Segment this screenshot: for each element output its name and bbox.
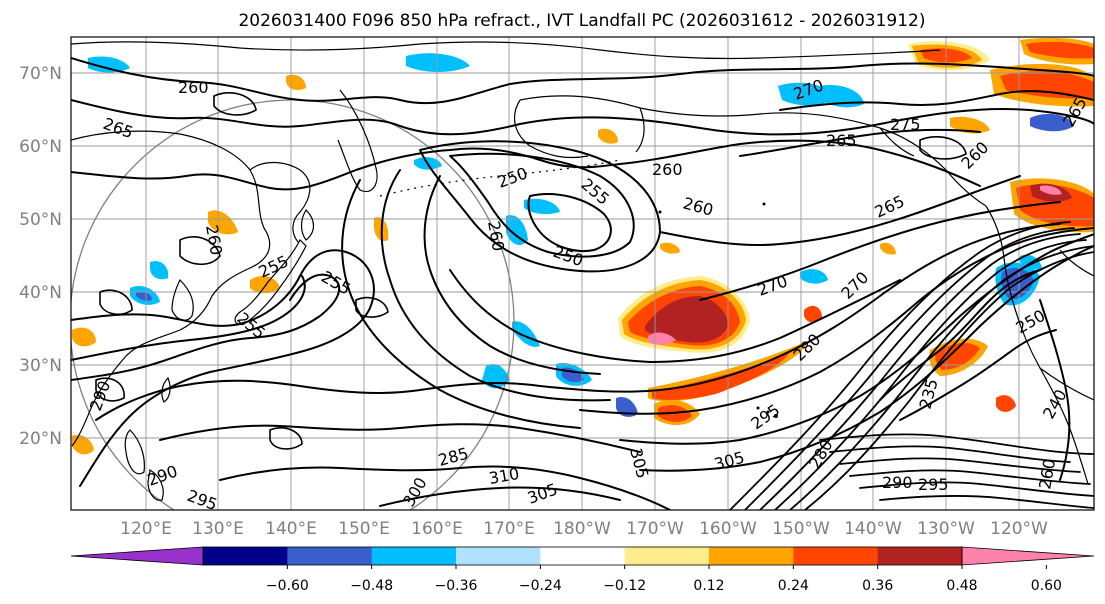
colorbar-extend-low [70, 546, 204, 566]
map-panel: 260 265 250 255 250 260 260 260 265 265 … [71, 37, 1094, 510]
lon-label: 140°W [844, 519, 902, 539]
colorbar-tick-label: −0.12 [603, 578, 646, 594]
lon-label: 160°E [411, 519, 463, 539]
contour-label: 260 [178, 78, 209, 97]
lon-label: 150°E [338, 519, 390, 539]
contour-label: 290 [882, 473, 913, 492]
lon-label: 120°E [120, 519, 172, 539]
colorbar-swatch [709, 547, 794, 565]
lat-label: 30°N [19, 356, 62, 376]
lon-label: 170°W [626, 519, 684, 539]
lon-label: 180°W [553, 519, 611, 539]
colorbar-tick-label: 0.60 [1031, 578, 1062, 594]
colorbar-tick-label: 0.12 [693, 578, 724, 594]
lat-label: 70°N [19, 64, 62, 84]
lon-label: 120°W [990, 519, 1048, 539]
lon-label: 170°E [483, 519, 535, 539]
longitude-labels: 120°E 130°E 140°E 150°E 160°E 170°E 180°… [120, 519, 1048, 539]
colorbar: −0.60 −0.48 −0.36 −0.24 −0.12 0.12 0.24 0.36 0.4… [70, 546, 1095, 594]
colorbar-tick-label: −0.48 [350, 578, 393, 594]
lat-label: 50°N [19, 210, 62, 230]
lon-label: 150°W [772, 519, 830, 539]
colorbar-extend-high [961, 546, 1095, 566]
lat-label: 20°N [19, 429, 62, 449]
lon-label: 130°E [192, 519, 244, 539]
contour-label: 295 [918, 475, 949, 494]
map-frame [70, 36, 1095, 511]
lon-label: 130°W [917, 519, 975, 539]
contour-label: 275 [890, 115, 921, 134]
colorbar-swatch [793, 547, 879, 565]
colorbar-swatch [203, 547, 288, 565]
colorbar-tick-label: −0.24 [519, 578, 562, 594]
lon-label: 160°W [699, 519, 757, 539]
lat-label: 60°N [19, 137, 62, 157]
colorbar-tick-label: 0.24 [778, 578, 809, 594]
contour-label: 265 [826, 131, 857, 150]
colorbar-swatch [371, 547, 457, 565]
contour-label: 260 [652, 160, 683, 179]
colorbar-swatch [456, 547, 541, 565]
colorbar-swatch [624, 547, 710, 565]
colorbar-tick-label: 0.36 [862, 578, 893, 594]
colorbar-tick-label: 0.48 [946, 578, 977, 594]
lat-label: 40°N [19, 283, 62, 303]
map-title: 2026031400 F096 850 hPa refract., IVT La… [238, 11, 925, 31]
latitude-labels: 70°N 60°N 50°N 40°N 30°N 20°N [19, 64, 62, 449]
lon-label: 140°E [265, 519, 317, 539]
colorbar-tick-label: −0.36 [435, 578, 478, 594]
colorbar-frame [202, 546, 963, 566]
colorbar-swatch [877, 547, 963, 565]
colorbar-tick-label: −0.60 [266, 578, 309, 594]
colorbar-swatch [540, 547, 626, 565]
colorbar-swatch [287, 547, 373, 565]
refractivity-contours [71, 57, 1094, 510]
